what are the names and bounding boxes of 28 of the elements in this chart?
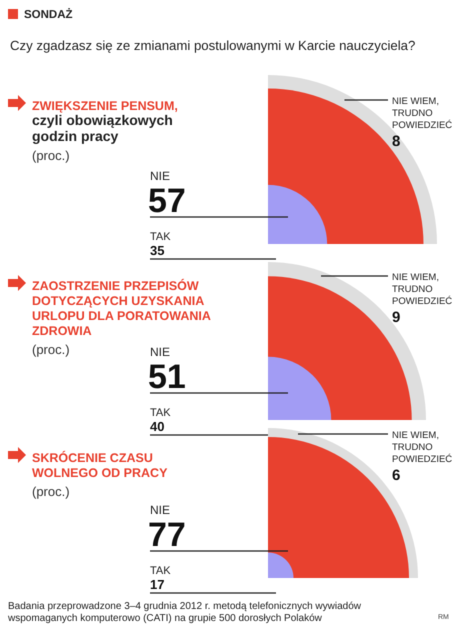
category-label: NIE WIEM, TRUDNO POWIEDZIEĆ [392,430,452,465]
category-label: NIE WIEM, TRUDNO POWIEDZIEĆ [392,272,452,307]
data-label: 51 [148,358,186,396]
data-label: 17 [150,577,164,592]
data-label: 35 [150,243,164,258]
text: (proc.) [32,484,70,499]
text: SONDAŻ [24,8,73,21]
text: SKRÓCENIE CZASU WOLNEGO OD PRACY [32,450,168,480]
category-label: NIE [150,503,170,517]
category-label: NIE [150,169,170,183]
data-label: 40 [150,419,164,434]
data-label: 6 [392,467,400,484]
text: Czy zgadzasz się ze zmianami postulowanymi w Karcie nauczyciela? [10,38,416,53]
category-label: TAK [150,565,172,577]
data-label: 77 [148,516,186,554]
category-label: NIE [150,345,170,359]
category-label: TAK [150,231,172,243]
data-label: 57 [148,182,186,220]
category-label: NIE WIEM, TRUDNO POWIEDZIEĆ [392,96,452,131]
category-label: TAK [150,407,172,419]
text: (proc.) [32,342,70,357]
data-label: 8 [392,133,400,150]
text: ZWIĘKSZENIE PENSUM, [32,99,178,113]
text: Badania przeprowadzone 3–4 grudnia 2012 r. metodą telefonicznych wywiadów wspomaganych komputerowo (CATI) na grupie 500 dorosłych Polaków [7,601,362,624]
text: ZAOSTRZENIE PRZEPISÓW DOTYCZĄCYCH UZYSKANIA URLOPU DLA PORATOWANIA ZDROWIA [32,278,211,338]
text: czyli obowiązkowych godzin pracy [32,112,173,144]
data-label: 9 [392,309,400,326]
text: (proc.) [32,148,70,163]
